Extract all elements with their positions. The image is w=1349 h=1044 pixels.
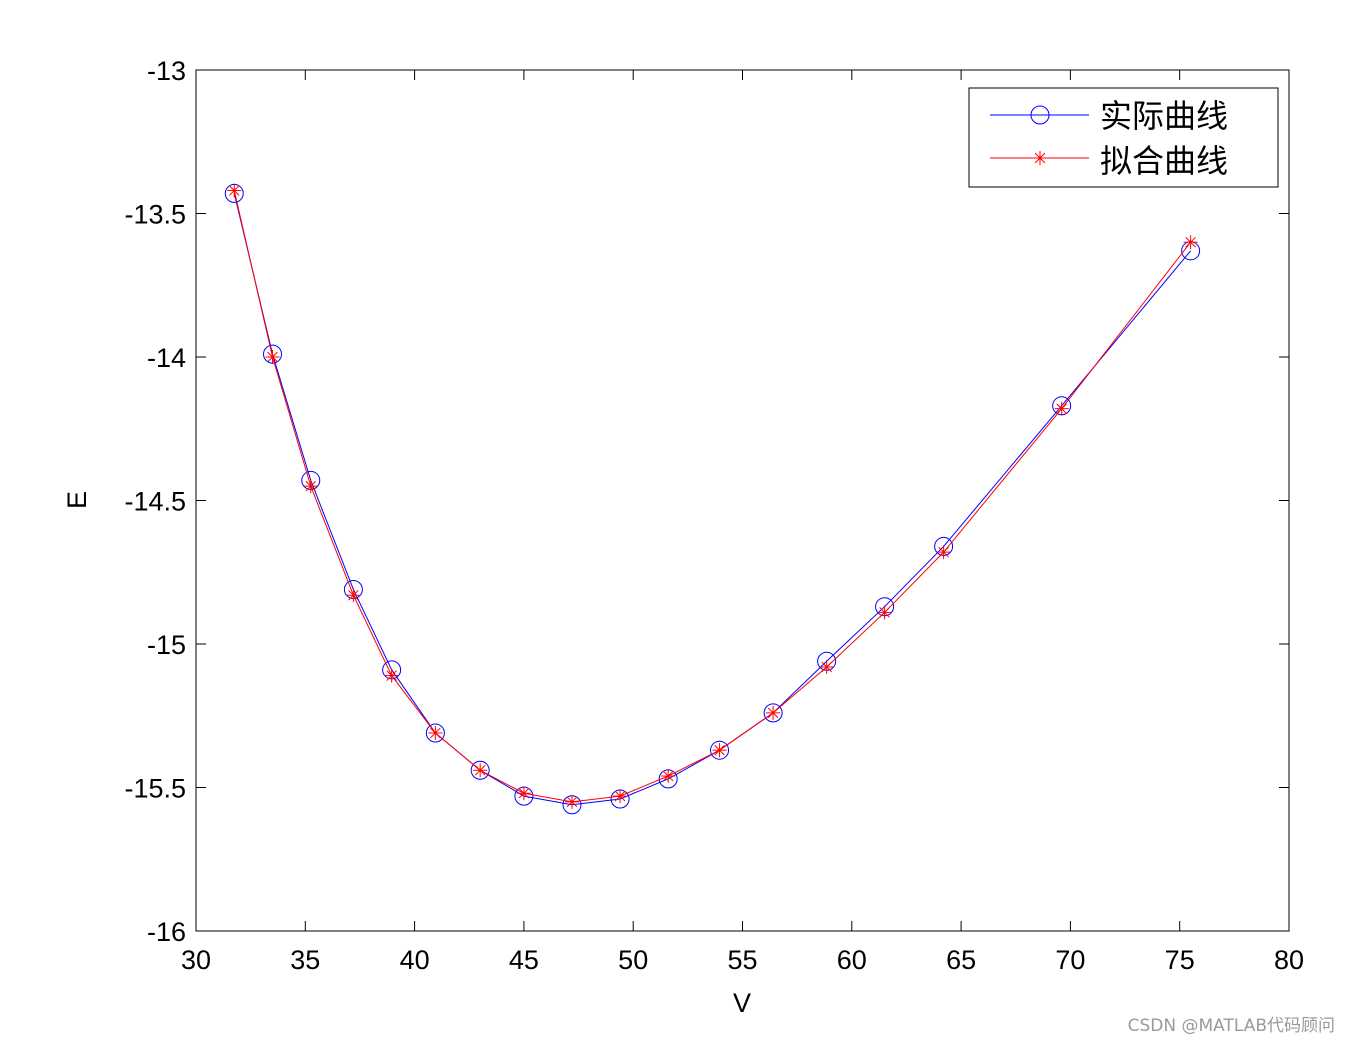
- data-point: [303, 479, 318, 494]
- data-point: [470, 760, 490, 780]
- tick-labels: 30 35 40 45 50 55 60 65 70 75 80 -13 -13.5 -14 -14.5 -1…: [124, 56, 1304, 975]
- x-tick-label: 55: [727, 945, 757, 975]
- y-tick-label: -13: [147, 56, 186, 86]
- data-point: [564, 794, 579, 809]
- y-axis-label: E: [62, 491, 92, 509]
- series-line: [233, 193, 1192, 806]
- legend-box: [968, 87, 1279, 188]
- data-point: [227, 183, 242, 198]
- legend-label-actual: 实际曲线: [1100, 97, 1228, 135]
- data-point: [473, 763, 488, 778]
- plot-area: [195, 69, 1290, 932]
- data-point: [1183, 235, 1198, 250]
- legend: 实际曲线 拟合曲线: [968, 87, 1279, 188]
- y-tick-label: -14.5: [124, 487, 186, 517]
- data-point: [425, 723, 445, 743]
- x-tick-label: 50: [618, 945, 648, 975]
- y-tick-label: -13.5: [124, 200, 186, 230]
- data-point: [384, 668, 399, 683]
- x-tick-label: 60: [837, 945, 867, 975]
- x-tick-label: 70: [1055, 945, 1085, 975]
- data-point: [516, 786, 531, 801]
- x-tick-label: 45: [509, 945, 539, 975]
- axis-ticks: [195, 69, 1290, 932]
- data-point: [613, 789, 628, 804]
- data-point: [712, 743, 727, 758]
- x-tick-label: 75: [1165, 945, 1195, 975]
- data-point: [346, 588, 361, 603]
- series-fit: [227, 183, 1198, 809]
- watermark: CSDN @MATLAB代码顾问: [1127, 1016, 1335, 1036]
- series-line: [233, 190, 1192, 803]
- data-point: [1054, 401, 1069, 416]
- data-point: [763, 703, 783, 723]
- y-tick-label: -14: [147, 343, 186, 373]
- x-tick-label: 80: [1274, 945, 1304, 975]
- x-axis-label: V: [733, 988, 751, 1018]
- y-tick-label: -15: [147, 630, 186, 660]
- legend-marker-fit: [1033, 151, 1047, 165]
- series-layer: [224, 183, 1201, 815]
- data-point: [710, 740, 730, 760]
- x-tick-label: 65: [946, 945, 976, 975]
- data-point: [661, 769, 676, 784]
- data-point: [819, 659, 834, 674]
- legend-marker-actual: [1030, 105, 1050, 125]
- data-point: [936, 545, 951, 560]
- data-point: [265, 350, 280, 364]
- x-tick-label: 35: [290, 945, 320, 975]
- data-point: [428, 725, 443, 740]
- x-tick-label: 40: [400, 945, 430, 975]
- data-point: [877, 605, 892, 620]
- legend-asterisk: [1033, 151, 1047, 165]
- x-tick-label: 30: [181, 945, 211, 975]
- y-tick-label: -15.5: [124, 774, 186, 804]
- y-tick-label: -16: [147, 917, 186, 947]
- legend-label-fit: 拟合曲线: [1100, 142, 1228, 180]
- data-point: [766, 705, 781, 720]
